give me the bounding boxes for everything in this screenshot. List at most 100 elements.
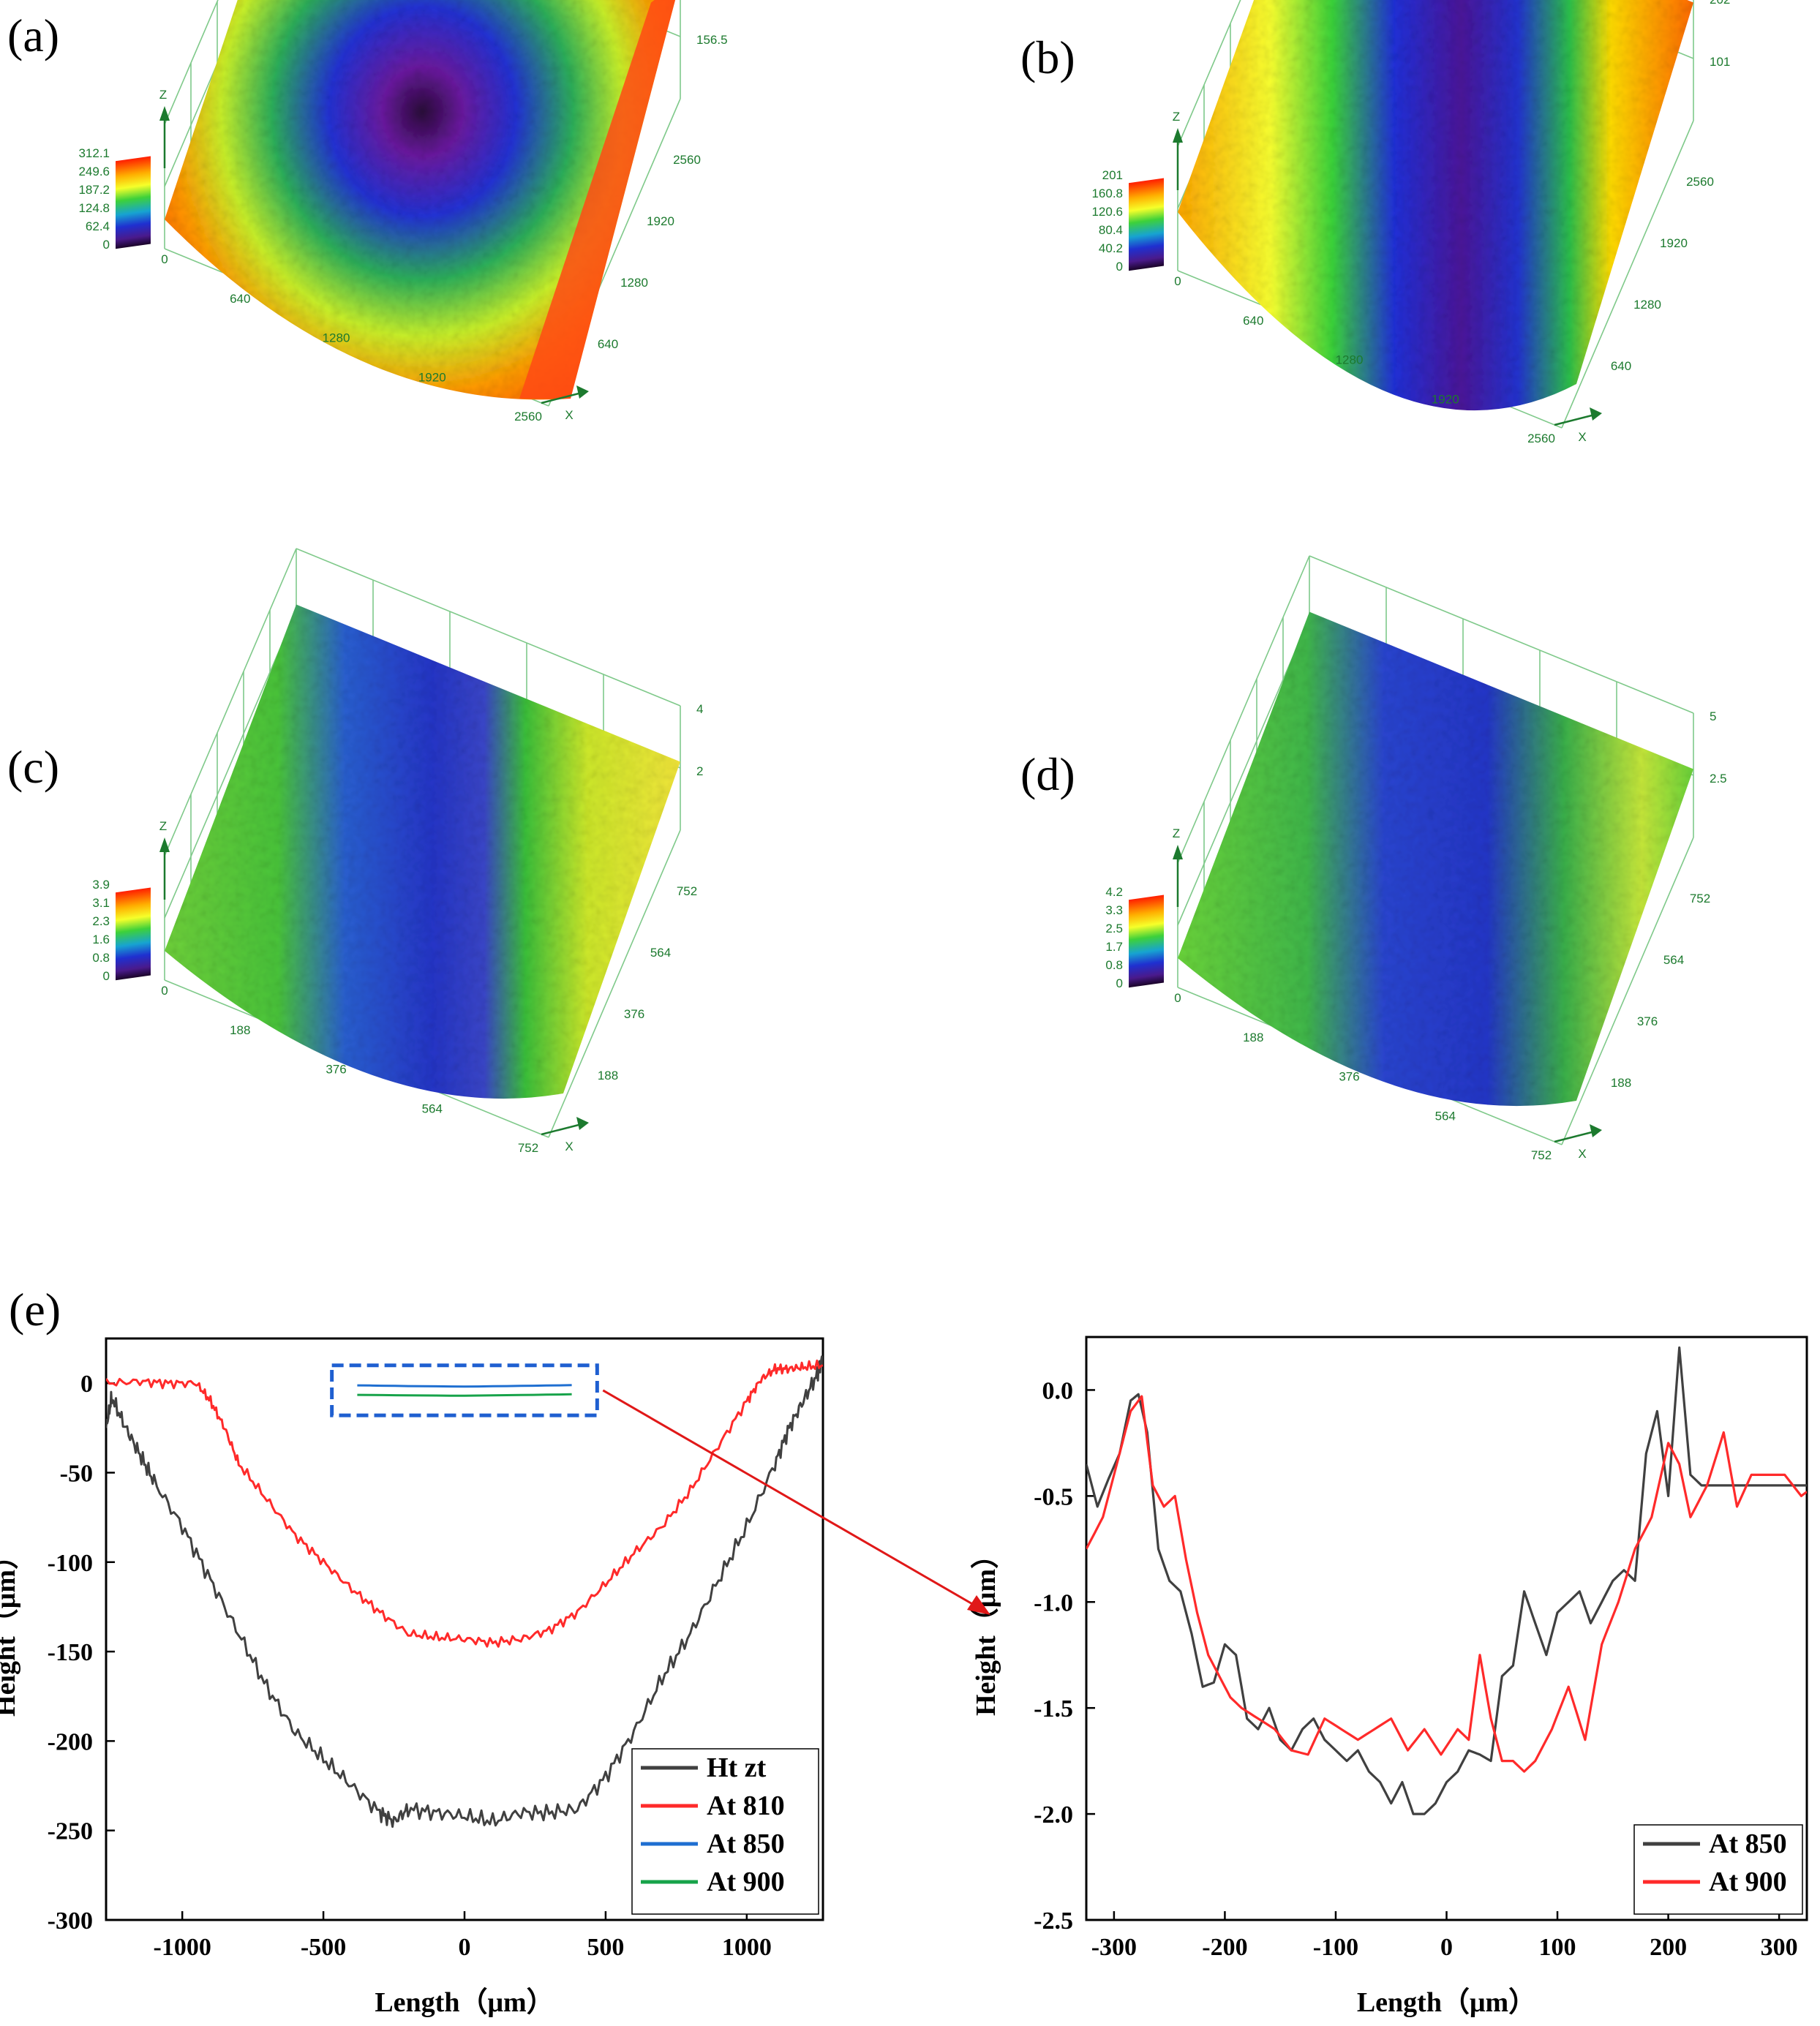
colorbar — [1129, 178, 1164, 271]
y-axis-title: Height（μm） — [0, 1542, 21, 1717]
colorbar-tick: 124.8 — [78, 201, 110, 215]
colorbar-tick: 0.8 — [92, 951, 110, 965]
y-tick-label: 0.0 — [1042, 1377, 1074, 1404]
x-axis-arrow — [1554, 1130, 1595, 1143]
x-tick-label: 640 — [230, 292, 250, 306]
x-tick-label: 2560 — [514, 410, 542, 423]
legend-label: Ht zt — [707, 1752, 767, 1783]
x-axis-arrow — [541, 1123, 582, 1136]
x-tick-label: 188 — [230, 1023, 250, 1037]
x-tick-label: -200 — [1202, 1934, 1247, 1961]
surface-mesh — [1178, 611, 1693, 1107]
x-axis-arrow-head — [1590, 407, 1602, 421]
y-tick-label: 752 — [1690, 892, 1710, 905]
y-tick-label: -2.5 — [1034, 1908, 1073, 1935]
x-axis-title: Length（μm） — [1357, 1987, 1536, 2018]
x-tick-label: -1000 — [154, 1934, 211, 1961]
legend-label: At 850 — [707, 1829, 785, 1859]
y-tick-label: -200 — [48, 1728, 93, 1755]
colorbar — [1129, 895, 1164, 988]
z-axis-arrow-head — [159, 837, 170, 852]
box-edge — [164, 548, 297, 856]
x-tick-label: 100 — [1539, 1934, 1576, 1961]
y-tick-label: 2560 — [1686, 175, 1714, 189]
panel-label: (b) — [1020, 31, 1075, 83]
colorbar-tick: 3.3 — [1105, 903, 1123, 917]
y-tick-label: 564 — [650, 946, 671, 960]
box-edge — [1177, 555, 1310, 864]
y-tick-label: 640 — [1611, 359, 1631, 373]
x-tick-label: 0 — [1174, 991, 1181, 1005]
y-tick-label: 564 — [1663, 953, 1684, 967]
box-edge — [296, 548, 681, 707]
surface-mesh — [165, 604, 680, 1099]
colorbar-tick: 160.8 — [1091, 187, 1123, 200]
x-axis-label: X — [565, 1140, 573, 1153]
zoom-arrow-head — [967, 1595, 990, 1615]
x-tick-label: 1280 — [323, 331, 350, 345]
surface-plot — [1178, 611, 1693, 1107]
x-tick-label: 1920 — [418, 370, 446, 384]
z-axis-arrow-head — [1173, 128, 1183, 143]
surface-mesh — [1178, 0, 1693, 411]
z-axis-label: Z — [159, 88, 167, 102]
y-tick-label: 1920 — [1660, 236, 1688, 250]
x-tick-label: 564 — [422, 1102, 443, 1115]
legend-box — [1633, 1824, 1803, 1915]
colorbar-tick: 4.2 — [1105, 885, 1123, 899]
legend: Ht zt At 810 At 850 At 900 — [631, 1748, 819, 1915]
zoom-region-box — [330, 1363, 599, 1417]
x-tick-label: 500 — [587, 1934, 624, 1961]
y-axis-line — [1561, 120, 1694, 429]
colorbar-tick: 80.4 — [1099, 223, 1123, 237]
z-tick-label: 2.5 — [1710, 772, 1727, 786]
box-edge — [1177, 0, 1241, 147]
x-axis-arrow — [1554, 413, 1595, 426]
box-edge — [164, 0, 219, 125]
x-tick-label: 1280 — [1336, 353, 1364, 367]
colorbar-tick: 187.2 — [78, 183, 110, 197]
y-axis-title: Height（μm） — [971, 1541, 1001, 1716]
x-tick-label: 752 — [1531, 1148, 1552, 1162]
panel-3d-d: (d) Z X 4.2 3.3 2.5 1.7 0.8 0 0 188 376 564 752 752 564… — [1020, 555, 1727, 1162]
x-axis-arrow-head — [576, 385, 589, 399]
x-axis-arrow-head — [1590, 1124, 1602, 1137]
colorbar-tick: 0 — [1116, 976, 1123, 990]
x-tick-label: 376 — [326, 1063, 346, 1077]
x-tick-label: 564 — [1435, 1109, 1456, 1123]
line-chart-zoom: -300 -200 -100 0 100 200 300 0.0 -0.5 -1.0 -1.5 -2.… — [971, 1336, 1808, 2018]
y-tick-label: -2.0 — [1034, 1801, 1073, 1829]
surface-plot — [1178, 0, 1693, 411]
surface-mesh — [165, 0, 676, 400]
x-tick-label: 300 — [1761, 1934, 1798, 1961]
colorbar-tick: 0.8 — [1105, 958, 1123, 972]
x-tick-label: -500 — [301, 1934, 346, 1961]
series-line-ht-zt — [106, 1355, 823, 1829]
legend-label: At 900 — [1709, 1867, 1787, 1897]
x-tick-label: 752 — [518, 1141, 538, 1155]
colorbar-tick: 3.1 — [92, 896, 110, 910]
y-tick-label: -1.0 — [1034, 1589, 1073, 1616]
x-tick-label: 2560 — [1527, 432, 1555, 445]
x-axis-label: X — [565, 408, 573, 422]
surface-plot — [165, 604, 680, 1099]
x-tick-label: 1000 — [722, 1934, 772, 1961]
colorbar-tick: 120.6 — [1091, 205, 1123, 219]
colorbar-tick: 0 — [103, 238, 110, 252]
z-tick-label: 202 — [1710, 0, 1730, 7]
y-axis-line — [1561, 837, 1694, 1145]
y-tick-label: -300 — [48, 1908, 93, 1935]
z-axis-label: Z — [1173, 110, 1180, 124]
z-tick-label: 2 — [696, 764, 703, 778]
series-line-at-810 — [106, 1359, 823, 1648]
z-axis-label: Z — [159, 819, 167, 833]
z-tick-label: 5 — [1710, 709, 1716, 723]
z-tick-label: 156.5 — [696, 33, 728, 47]
series-line-at-900 — [1086, 1395, 1807, 1773]
x-tick-label: 0 — [459, 1934, 471, 1961]
legend: At 850 At 900 — [1633, 1824, 1803, 1915]
y-tick-label: -1.5 — [1034, 1695, 1073, 1722]
series-line-at-850 — [1086, 1346, 1807, 1815]
x-tick-label: 1920 — [1432, 392, 1459, 406]
x-tick-label: 188 — [1243, 1031, 1263, 1044]
